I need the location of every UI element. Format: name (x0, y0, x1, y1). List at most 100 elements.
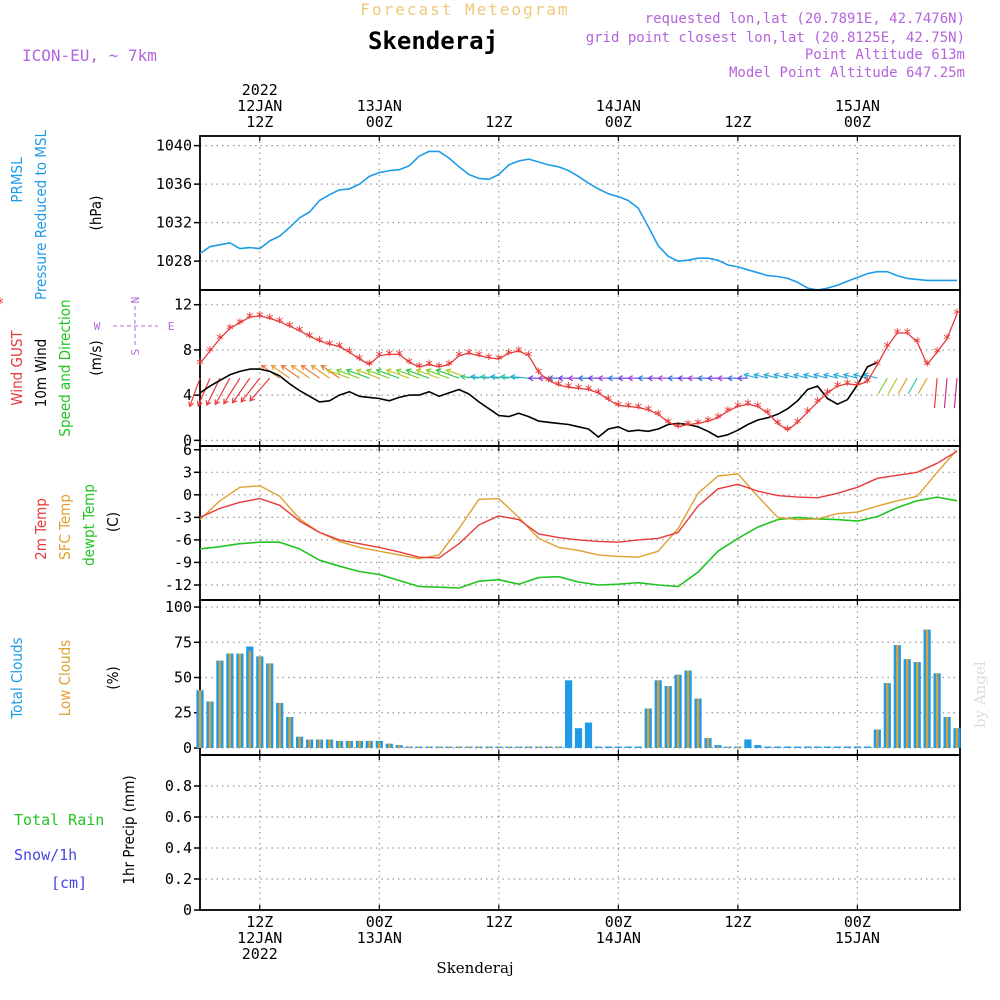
y-tick-label: 8 (183, 341, 192, 359)
low-cloud-bar (477, 746, 481, 748)
wind-arrow-head (686, 375, 693, 382)
wind-arrow-head (773, 372, 780, 379)
wind-arrow-head (231, 397, 238, 404)
total-cloud-bar (634, 746, 642, 748)
compass-icon: N S W E (94, 297, 175, 356)
low-cloud-bar (298, 736, 301, 748)
wind-arrow (416, 369, 440, 379)
wind-arrow (853, 373, 868, 379)
panel-pressure: 1028 1032 1036 1040 PRMSL Pressure Reduced to… (8, 129, 961, 300)
low-cloud-bar (318, 739, 321, 748)
y-label-gust: Wind GUST (8, 330, 26, 406)
wind-arrow-head (223, 398, 229, 405)
low-cloud-bar (647, 708, 650, 748)
wind-arrow (386, 369, 410, 379)
wind-arrow-head (325, 368, 332, 375)
panel-frame (199, 445, 961, 601)
wind-arrow (783, 373, 798, 379)
panel-precip: 0 0.2 0.4 0.6 0.8 1hr Precip (mm) Total Rain Sn… (14, 754, 961, 919)
bottom-time-label: 00Z (844, 913, 871, 931)
credit-watermark: by Angel (971, 661, 989, 728)
location-title: Skenderaj (368, 27, 498, 55)
gust-marker: * (355, 351, 364, 369)
y-label-sfc-temp: SFC Temp (56, 494, 74, 560)
grid-point-coords: grid point closest lon,lat (20.8125E, 42… (586, 30, 965, 46)
wind-arrow (460, 376, 479, 379)
total-cloud-bar (565, 680, 573, 748)
gust-marker: * (435, 359, 444, 377)
low-cloud-bar (437, 746, 441, 748)
y-tick-label: 0.6 (165, 808, 192, 826)
gust-marker: * (514, 343, 523, 361)
gust-marker: * (743, 396, 752, 414)
wind-arrow (470, 376, 489, 379)
total-cloud-bar (764, 746, 772, 748)
gust-marker: * (195, 355, 204, 373)
gust-marker: * (753, 398, 762, 416)
wind-arrow (426, 369, 450, 379)
gust-marker: * (952, 306, 961, 324)
wind-arrow (813, 373, 828, 379)
low-cloud-bar (248, 650, 251, 748)
wind-arrow (223, 377, 241, 404)
low-cloud-bar (328, 739, 331, 748)
wind-arrow-head (842, 372, 849, 379)
wind-arrow-head (320, 364, 327, 371)
total-cloud-bar (754, 745, 762, 748)
wind-arrow-head (300, 364, 307, 371)
chart-title: Forecast Meteogram (360, 0, 569, 19)
y-tick-label: 0 (183, 486, 192, 504)
low-cloud-bar (457, 746, 461, 748)
gust-marker: * (873, 357, 882, 375)
y-tick-label: 0 (183, 431, 192, 449)
gust-marker: * (405, 354, 414, 372)
wind-arrow-head (627, 375, 633, 382)
gust-marker: * (773, 415, 782, 433)
dewpoint-line (199, 496, 958, 589)
model-label: ICON-EU, ~ 7km (22, 46, 157, 65)
wind-arrow (189, 377, 201, 407)
wind-arrow-head (802, 372, 809, 379)
gust-marker: * (823, 385, 832, 403)
low-cloud-bar (667, 686, 670, 748)
wind-arrow-head (557, 375, 564, 382)
wind-arrow-head (459, 373, 466, 380)
gust-marker: * (614, 397, 623, 415)
gust-marker: * (644, 402, 653, 420)
wind-arrow-head (637, 375, 643, 382)
gust-marker: * (863, 374, 872, 392)
gust-marker: * (0, 294, 5, 312)
point-altitude: Point Altitude 613m (805, 47, 965, 63)
gust-marker: * (275, 314, 284, 332)
low-cloud-bar (218, 660, 222, 748)
y-tick-label: 1040 (156, 137, 192, 155)
y-unit-label: (hPa) (87, 196, 105, 231)
wind-arrow (356, 369, 380, 379)
panel-clouds: 0 25 50 75 100 Total Clouds Low Clouds (%) (8, 598, 961, 757)
wind-arrow (887, 377, 898, 395)
legend-snow: Snow/1h (14, 846, 77, 864)
total-cloud-bar (584, 722, 593, 748)
y-label-precip: 1hr Precip (mm) (120, 775, 138, 884)
y-tick-label: 3 (183, 463, 192, 481)
gust-marker: * (843, 376, 852, 394)
gust-marker: * (225, 320, 234, 338)
wind-arrow (376, 369, 400, 379)
wind-arrow-head (188, 401, 194, 408)
wind-arrow (833, 373, 848, 379)
low-cloud-bar (278, 702, 281, 748)
total-cloud-bar (594, 746, 602, 748)
gust-marker: * (335, 339, 344, 357)
top-time-label: 12Z (485, 113, 512, 131)
wind-arrow-head (240, 396, 247, 403)
wind-arrow (500, 376, 519, 379)
low-cloud-bar (408, 746, 411, 748)
gust-marker: * (883, 339, 892, 357)
bottom-time-label: 2022 (242, 945, 278, 963)
bottom-time-label: 12Z (485, 913, 512, 931)
gust-marker: * (215, 331, 224, 349)
gust-marker: * (853, 377, 862, 395)
wind-arrow-head (822, 372, 829, 379)
